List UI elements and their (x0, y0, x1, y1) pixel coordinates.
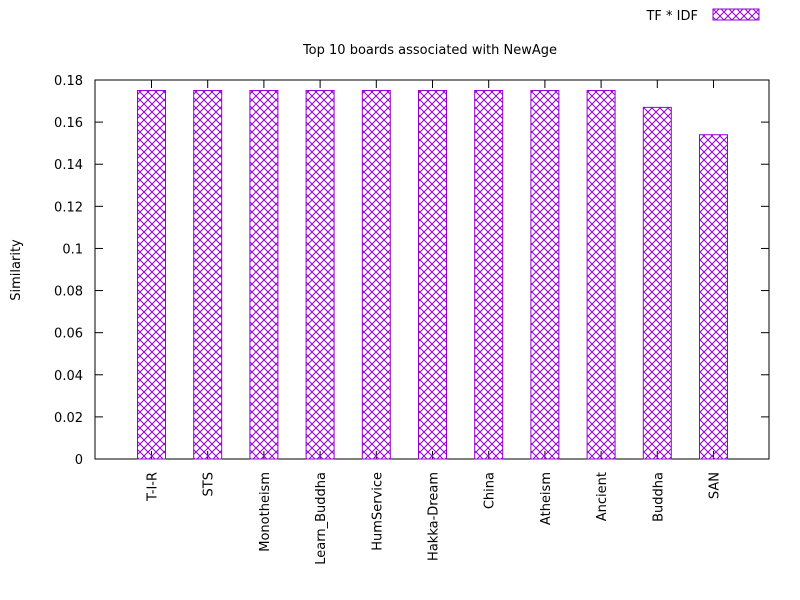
bar (642, 106, 672, 460)
x-tick-label: HumService (370, 472, 385, 551)
bar (361, 90, 391, 460)
bar (530, 90, 560, 460)
x-tick-label: T-I-R (146, 472, 161, 502)
plot-area: 0 0.02 0.04 0.06 0.08 0.1 0.12 0.14 0.16 0.18 T-I-… (54, 74, 770, 565)
bar (418, 90, 447, 460)
y-tick-label: 0.04 (54, 369, 83, 384)
y-tick-label: 0 (75, 453, 83, 468)
x-tick-label: China (483, 472, 498, 509)
bar (249, 90, 279, 460)
bar (305, 90, 335, 460)
x-tick-label: Buddha (651, 472, 666, 522)
y-tick-label: 0.1 (62, 242, 83, 257)
x-tick-label: SAN (708, 472, 723, 499)
y-tick-label: 0.18 (54, 74, 83, 89)
y-tick-label: 0.02 (54, 411, 83, 426)
x-tick-label: Monotheism (258, 472, 273, 552)
legend-label: TF * IDF (645, 9, 698, 24)
bar (699, 134, 728, 460)
y-tick-label: 0.08 (54, 285, 83, 300)
y-tick-label: 0.14 (54, 158, 83, 173)
y-axis-label: Similarity (9, 239, 24, 301)
x-tick-label: Ancient (595, 472, 610, 521)
bar (586, 90, 616, 460)
x-tick-label: Hakka-Dream (427, 472, 442, 561)
chart-title: Top 10 boards associated with NewAge (302, 43, 557, 58)
bar (474, 90, 504, 460)
y-tick-label: 0.12 (54, 200, 83, 215)
legend-swatch (712, 8, 760, 21)
y-tick-label: 0.16 (54, 116, 83, 131)
x-tick-label: STS (202, 472, 217, 496)
x-tick-label: Learn_Buddha (314, 472, 329, 565)
y-tick-label: 0.06 (54, 327, 83, 342)
x-tick-label: Atheism (539, 472, 554, 525)
bar (137, 90, 166, 460)
bar (193, 90, 223, 460)
